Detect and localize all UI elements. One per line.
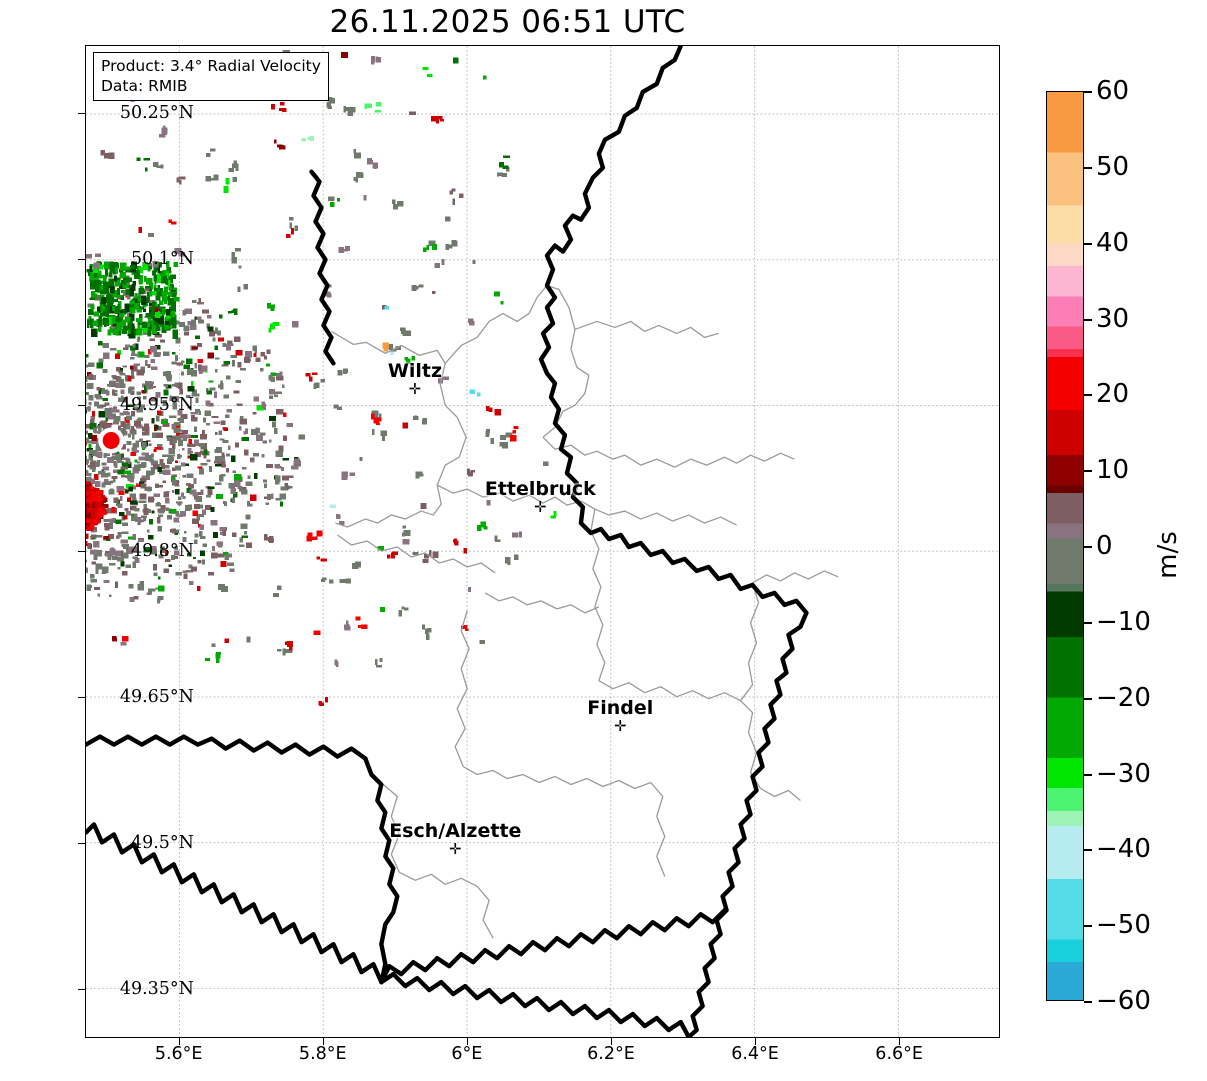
page-title: 26.11.2025 06:51 UTC [329,4,686,40]
x-axis-tick-mark [899,1038,901,1045]
y-axis-tick-label: 50.1°N [130,249,194,270]
x-axis-tick-label: 5.6°E [154,1044,203,1064]
colorbar-tick-mark [1084,242,1092,245]
colorbar-tick-label: 50 [1096,151,1130,182]
product-info-box: Product: 3.4° Radial Velocity Data: RMIB [93,52,329,102]
city-label-findel: Findel ✛ [587,696,654,735]
colorbar-tick-mark [1084,91,1092,93]
city-label-esch-alzette: Esch/Alzette ✛ [389,820,522,859]
y-axis-tick-label: 49.35°N [119,979,194,1000]
colorbar-tick-mark [1084,470,1092,473]
y-axis-tick-mark [78,551,85,553]
colorbar-unit-label: m/s [1153,531,1183,579]
x-axis-tick-label: 6.4°E [731,1044,779,1064]
x-axis-tick-label: 6°E [451,1044,483,1064]
city-marker-icon: ✛ [408,379,422,398]
colorbar-tick-mark [1084,394,1092,397]
city-name: Findel [587,696,654,719]
colorbar-tick-mark [1084,621,1092,624]
city-name: Wiltz [387,359,443,382]
colorbar-tick-mark [1084,849,1092,852]
colorbar-gradient [1047,92,1083,1000]
y-axis-tick-label: 49.65°N [119,687,194,708]
y-axis-tick-mark [78,113,85,115]
colorbar-tick-label: 20 [1096,379,1130,410]
colorbar[interactable] [1046,91,1084,1001]
city-marker-icon: ✛ [534,497,547,516]
colorbar-tick-label: −50 [1096,910,1151,941]
y-axis-tick-label: 49.8°N [130,541,194,562]
y-axis-tick-label: 50.25°N [119,103,194,124]
city-label-wiltz: Wiltz ✛ [387,359,443,398]
x-axis-tick-mark [610,1038,612,1045]
product-line: Product: 3.4° Radial Velocity [101,57,321,75]
colorbar-tick-label: −30 [1096,758,1151,789]
city-marker-icon: ✛ [449,840,462,859]
radar-site-marker[interactable] [98,427,125,454]
internal-boundaries [331,284,839,939]
x-axis-tick-mark [466,1038,468,1045]
map-plot-area[interactable] [85,45,1000,1038]
colorbar-tick-label: −10 [1096,606,1151,637]
colorbar-tick-label: −40 [1096,834,1151,865]
colorbar-tick-label: −20 [1096,682,1151,713]
y-axis-tick-mark [78,405,85,407]
colorbar-tick-mark [1084,1001,1092,1003]
x-axis-tick-mark [322,1038,324,1045]
colorbar-tick-mark [1084,318,1092,321]
city-name: Esch/Alzette [389,820,522,843]
x-axis-tick-mark [178,1038,180,1045]
national-border [86,46,809,1037]
colorbar-tick-mark [1084,773,1092,776]
colorbar-tick-label: 30 [1096,303,1130,334]
x-axis-tick-label: 6.6°E [875,1044,923,1064]
colorbar-tick-mark [1084,925,1092,928]
city-name: Ettelbruck [484,477,596,500]
city-label-ettelbruck: Ettelbruck ✛ [484,477,596,516]
colorbar-tick-mark [1084,697,1092,700]
colorbar-tick-label: 40 [1096,227,1130,258]
data-source-line: Data: RMIB [101,77,188,96]
colorbar-tick-label: 10 [1096,455,1130,486]
y-axis-tick-mark [78,989,85,991]
y-axis-tick-mark [78,843,85,845]
city-marker-icon: ✛ [614,716,627,735]
x-axis-tick-mark [755,1038,757,1045]
x-axis-tick-label: 6.2°E [587,1044,635,1064]
y-axis-tick-mark [78,697,85,699]
y-axis-tick-label: 49.5°N [130,833,194,854]
x-axis-tick-label: 5.8°E [298,1044,347,1064]
y-axis-tick-mark [78,259,85,261]
grid-lines [86,46,999,1037]
radar-echo-layer [86,49,557,706]
colorbar-tick-mark [1084,546,1092,548]
colorbar-tick-label: 0 [1096,531,1113,561]
colorbar-tick-label: 60 [1096,76,1130,106]
colorbar-tick-mark [1084,166,1092,169]
map-canvas [86,46,999,1037]
colorbar-tick-label: −60 [1096,986,1151,1016]
y-axis-tick-label: 49.95°N [119,395,194,416]
